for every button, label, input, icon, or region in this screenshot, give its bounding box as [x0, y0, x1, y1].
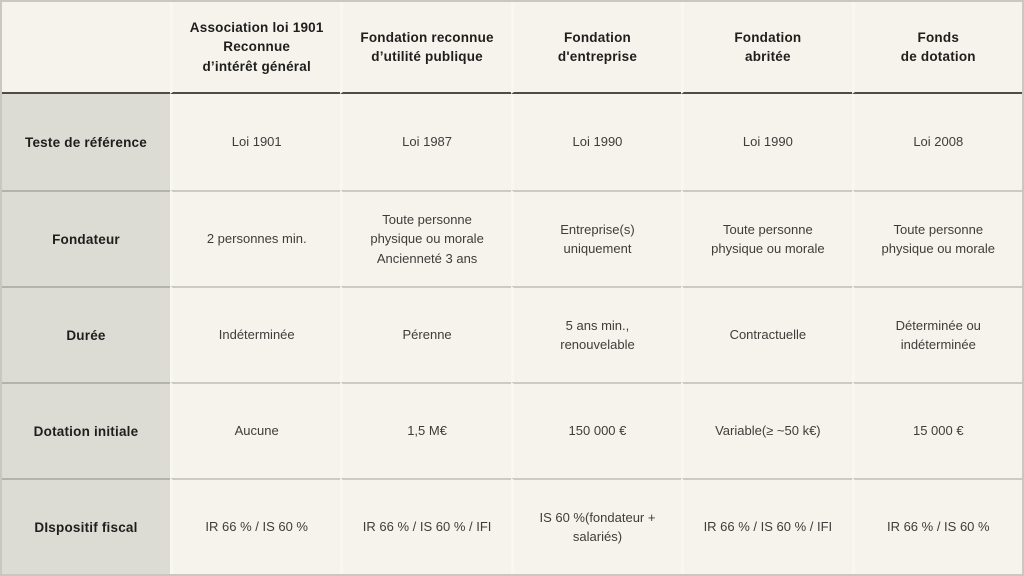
cell-duree-fondation-entreprise: 5 ans min., renouvelable — [510, 286, 682, 382]
cell-texte-fondation-entreprise: Loi 1990 — [510, 94, 682, 190]
row-header-fondateur: Fondateur — [2, 190, 170, 286]
cell-fiscal-fondation-abritee: IR 66 % / IS 60 % / IFI — [681, 478, 852, 574]
column-header-fondation-reconnue-utilite-publique: Fondation reconnue d’utilité publique — [340, 2, 511, 94]
row-header-dispositif-fiscal: DIspositif fiscal — [2, 478, 170, 574]
row-header-texte-de-reference: Teste de référence — [2, 94, 170, 190]
cell-duree-association: Indéterminée — [170, 286, 341, 382]
cell-texte-fondation-abritee: Loi 1990 — [681, 94, 852, 190]
cell-fondateur-fonds-dotation: Toute personne physique ou morale — [851, 190, 1022, 286]
header-row: Association loi 1901 Reconnue d’intérêt … — [2, 2, 1022, 94]
row-header-duree: Durée — [2, 286, 170, 382]
cell-dotation-fondation-entreprise: 150 000 € — [510, 382, 682, 478]
cell-dotation-fondation-abritee: Variable(≥ ~50 k€) — [681, 382, 852, 478]
cell-fiscal-fondation-entreprise: IS 60 %(fondateur + salariés) — [510, 478, 682, 574]
cell-fiscal-association: IR 66 % / IS 60 % — [170, 478, 341, 574]
column-header-association-loi-1901: Association loi 1901 Reconnue d’intérêt … — [170, 2, 341, 94]
cell-duree-fonds-dotation: Déterminée ou indéterminée — [851, 286, 1022, 382]
cell-fondateur-association: 2 personnes min. — [170, 190, 341, 286]
row-header-dotation-initiale: Dotation initiale — [2, 382, 170, 478]
cell-duree-fondation-abritee: Contractuelle — [681, 286, 852, 382]
table-row-dotation-initiale: Dotation initiale Aucune 1,5 M€ 150 000 … — [2, 382, 1022, 478]
table-row-duree: Durée Indéterminée Pérenne 5 ans min., r… — [2, 286, 1022, 382]
column-header-fondation-entreprise: Fondation d'entreprise — [510, 2, 682, 94]
table-row-texte-de-reference: Teste de référence Loi 1901 Loi 1987 Loi… — [2, 94, 1022, 190]
cell-fondateur-frup: Toute personne physique ou morale Ancien… — [340, 190, 511, 286]
cell-texte-fonds-dotation: Loi 2008 — [851, 94, 1022, 190]
cell-dotation-fonds-dotation: 15 000 € — [851, 382, 1022, 478]
cell-fondateur-fondation-entreprise: Entreprise(s) uniquement — [510, 190, 682, 286]
cell-dotation-frup: 1,5 M€ — [340, 382, 511, 478]
table-row-fondateur: Fondateur 2 personnes min. Toute personn… — [2, 190, 1022, 286]
cell-dotation-association: Aucune — [170, 382, 341, 478]
cell-fiscal-frup: IR 66 % / IS 60 % / IFI — [340, 478, 511, 574]
cell-fiscal-fonds-dotation: IR 66 % / IS 60 % — [851, 478, 1022, 574]
cell-duree-frup: Pérenne — [340, 286, 511, 382]
cell-texte-association: Loi 1901 — [170, 94, 341, 190]
column-header-fonds-de-dotation: Fonds de dotation — [851, 2, 1022, 94]
cell-texte-frup: Loi 1987 — [340, 94, 511, 190]
column-header-fondation-abritee: Fondation abritée — [681, 2, 852, 94]
corner-cell — [2, 2, 170, 94]
cell-fondateur-fondation-abritee: Toute personne physique ou morale — [681, 190, 852, 286]
table-row-dispositif-fiscal: DIspositif fiscal IR 66 % / IS 60 % IR 6… — [2, 478, 1022, 574]
